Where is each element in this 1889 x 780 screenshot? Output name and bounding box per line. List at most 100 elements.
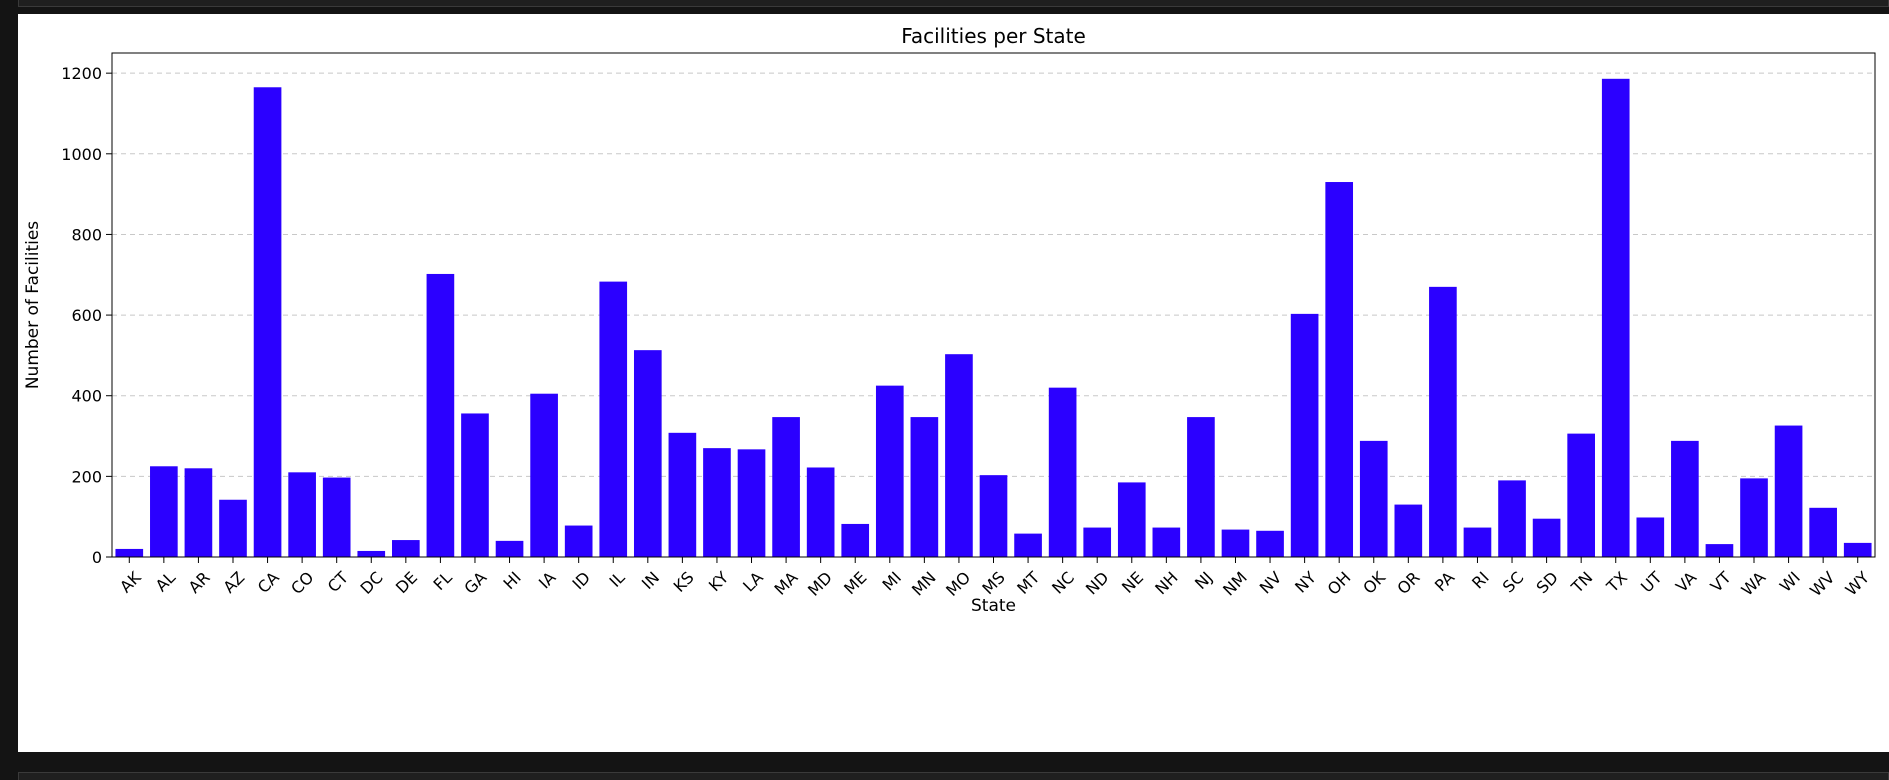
bar-va xyxy=(1671,440,1699,557)
x-tick-label: MT xyxy=(1013,568,1043,598)
chart-figure: 0 200 400 600 800 1000 1200 AK AL AR AZ CA CO CT DC DE… xyxy=(18,14,1889,752)
bar-ia xyxy=(530,393,558,557)
bar-ak xyxy=(115,548,144,557)
x-tick-label: AK xyxy=(116,568,145,597)
x-tick-label: KY xyxy=(705,568,733,596)
top-panel-strip xyxy=(18,0,1889,7)
x-tick-label: HI xyxy=(500,568,525,593)
bar-mo xyxy=(945,354,973,557)
bar-ky xyxy=(703,448,731,557)
x-tick-label: TX xyxy=(1602,568,1631,597)
bars xyxy=(115,78,1872,558)
bar-ny xyxy=(1290,313,1319,557)
bar-chart: 0 200 400 600 800 1000 1200 AK AL AR AZ CA CO CT DC DE… xyxy=(23,24,1876,616)
x-tick-label: TN xyxy=(1567,568,1597,598)
y-tick-label: 400 xyxy=(71,387,102,406)
bar-ok xyxy=(1359,440,1388,557)
x-tick-label: NH xyxy=(1151,568,1181,598)
bar-mn xyxy=(910,417,939,557)
x-tick-label: NC xyxy=(1048,568,1078,598)
y-tick-label: 1200 xyxy=(61,64,102,83)
x-tick-label: WA xyxy=(1738,568,1770,600)
bar-az xyxy=(219,499,247,557)
x-tick-label: LA xyxy=(739,568,767,596)
y-tick-label: 0 xyxy=(92,548,102,567)
y-axis-label: Number of Facilities xyxy=(23,221,43,389)
x-tick-label: ID xyxy=(569,568,594,593)
x-tick-label: MI xyxy=(879,568,906,595)
bar-la xyxy=(737,449,766,557)
x-tick-label: ME xyxy=(840,568,870,598)
x-tick-label: VA xyxy=(1672,568,1700,596)
x-tick-label: DC xyxy=(357,568,387,598)
x-tick-label: KS xyxy=(670,568,698,596)
bar-al xyxy=(150,466,178,557)
bar-md xyxy=(806,467,835,557)
bar-nd xyxy=(1083,527,1112,557)
bar-dc xyxy=(357,550,386,557)
bar-or xyxy=(1394,504,1423,557)
x-tick-label: NY xyxy=(1291,568,1320,597)
bar-mt xyxy=(1014,533,1042,557)
x-tick-label: MO xyxy=(942,568,974,600)
bar-nj xyxy=(1187,417,1215,557)
x-tick-label: CA xyxy=(254,568,283,597)
x-tick-label: NM xyxy=(1219,568,1251,600)
x-axis-label: State xyxy=(971,596,1016,616)
bar-wy xyxy=(1843,542,1872,557)
x-tick-label: OR xyxy=(1393,568,1423,598)
x-tick-label: AR xyxy=(185,568,214,597)
x-tick-label: IN xyxy=(638,568,663,593)
chart-title: Facilities per State xyxy=(901,24,1086,48)
x-tick-label: GA xyxy=(460,568,490,598)
x-tick-label: AL xyxy=(152,568,180,596)
bar-pa xyxy=(1429,286,1457,557)
x-tick-label: IL xyxy=(605,568,628,591)
y-tick-label: 200 xyxy=(71,467,102,486)
bottom-panel-strip xyxy=(18,772,1889,780)
bar-de xyxy=(392,540,420,557)
bar-wv xyxy=(1809,507,1837,557)
bar-sd xyxy=(1532,518,1561,557)
x-tick-label: IA xyxy=(535,568,560,593)
x-tick-label: MD xyxy=(804,568,836,600)
x-tick-label: NV xyxy=(1256,568,1286,598)
bar-wi xyxy=(1774,425,1803,557)
bar-oh xyxy=(1325,182,1354,558)
x-tick-label: CT xyxy=(324,568,352,596)
bar-tn xyxy=(1567,433,1595,557)
x-tick-label: MA xyxy=(770,568,801,599)
x-tick-label: OK xyxy=(1359,568,1389,598)
bar-il xyxy=(599,281,628,557)
y-tick-label: 800 xyxy=(71,225,102,244)
bar-nv xyxy=(1256,530,1284,557)
x-tick-label: VT xyxy=(1707,568,1735,596)
bar-tx xyxy=(1601,78,1630,557)
bar-fl xyxy=(426,273,455,557)
bar-ar xyxy=(184,468,213,557)
x-tick-label: MN xyxy=(908,568,940,600)
x-tick-label: AZ xyxy=(219,568,248,597)
bar-ri xyxy=(1463,527,1492,557)
bar-sc xyxy=(1498,480,1526,557)
x-tick-label: SC xyxy=(1499,568,1528,597)
x-tick-label: WI xyxy=(1776,568,1804,596)
x-tick-label: RI xyxy=(1468,568,1493,593)
x-tick-label: OH xyxy=(1324,568,1355,599)
bar-wa xyxy=(1740,478,1768,557)
x-tick-label: NJ xyxy=(1191,568,1216,593)
bar-co xyxy=(288,472,316,557)
bar-ut xyxy=(1636,517,1665,557)
y-tick-label: 600 xyxy=(71,306,102,325)
x-tick-label: PA xyxy=(1431,568,1458,595)
bar-id xyxy=(564,525,593,557)
x-tick-label: SD xyxy=(1533,568,1562,597)
bar-nh xyxy=(1152,527,1181,557)
bar-nc xyxy=(1048,387,1077,557)
bar-ne xyxy=(1117,482,1146,557)
bar-hi xyxy=(495,540,524,557)
bar-ct xyxy=(322,477,351,557)
bar-mi xyxy=(875,385,904,557)
bar-vt xyxy=(1705,544,1734,557)
x-tick-label: CO xyxy=(287,568,317,598)
